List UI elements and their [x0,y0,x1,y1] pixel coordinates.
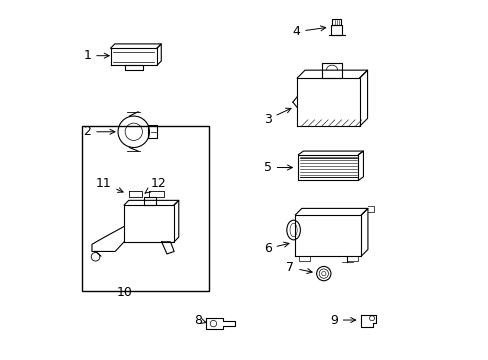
Text: 12: 12 [145,177,165,193]
Bar [330,25,342,35]
Text: 4: 4 [292,25,325,38]
Text: 9: 9 [329,314,355,327]
Text: 5: 5 [263,161,292,174]
Text: 8: 8 [194,314,205,327]
Text: 11: 11 [95,177,123,192]
Bar [82,126,208,291]
Text: 3: 3 [263,108,290,126]
Text: 6: 6 [263,242,288,255]
Text: 2: 2 [83,125,115,138]
Text: 10: 10 [117,286,133,299]
Text: 7: 7 [285,261,311,274]
Text: 1: 1 [83,49,109,62]
Bar [148,125,157,138]
